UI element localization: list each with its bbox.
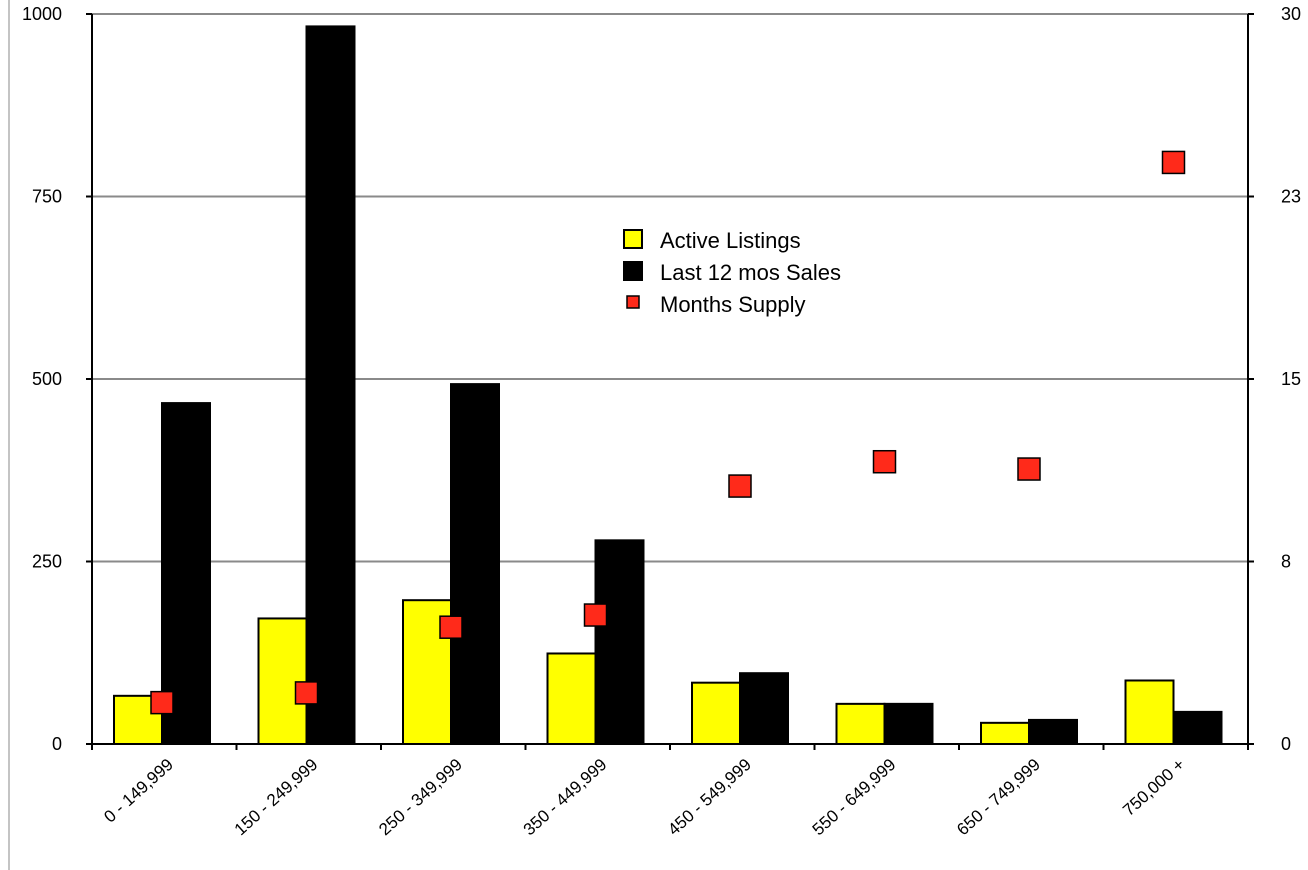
left-tick-label: 500 xyxy=(32,369,62,389)
bar-last-12-mos-sales xyxy=(450,383,500,745)
category-label: 550 - 649,999 xyxy=(809,755,900,839)
bar-active-listings xyxy=(691,681,741,745)
category-label: 250 - 349,999 xyxy=(375,755,466,839)
bar-active-listings xyxy=(835,702,886,745)
bar-active-listings xyxy=(980,721,1030,746)
left-tick-label: 1000 xyxy=(22,4,62,24)
marker-months-supply xyxy=(872,449,897,474)
left-tick-label: 750 xyxy=(32,187,62,207)
category-label: 350 - 449,999 xyxy=(520,755,611,839)
legend: Active Listings Last 12 mos Sales Months… xyxy=(623,228,841,317)
right-tick-label: 15 xyxy=(1281,369,1301,389)
marker-months-supply xyxy=(1161,150,1186,175)
legend-swatch-active-listings xyxy=(623,229,643,249)
bar-last-12-mos-sales xyxy=(305,25,356,746)
bar-last-12-mos-sales xyxy=(1172,710,1223,746)
legend-swatch-last-12-mos-sales xyxy=(623,261,643,281)
marker-months-supply xyxy=(150,690,174,715)
bar-active-listings xyxy=(1124,679,1175,745)
marker-months-supply xyxy=(728,474,752,498)
legend-label-last-12-mos-sales: Last 12 mos Sales xyxy=(660,260,841,285)
legend-label-active-listings: Active Listings xyxy=(660,228,801,253)
bar-last-12-mos-sales xyxy=(739,672,789,745)
right-tick-label: 8 xyxy=(1281,552,1291,572)
left-tick-label: 250 xyxy=(32,552,62,572)
marker-months-supply xyxy=(1017,457,1041,481)
right-tick-label: 30 xyxy=(1281,4,1301,24)
left-tick-label: 0 xyxy=(52,734,62,754)
right-tick-label: 0 xyxy=(1281,734,1291,754)
marker-months-supply xyxy=(294,681,319,705)
bar-last-12-mos-sales xyxy=(594,539,645,746)
category-label: 0 - 149,999 xyxy=(100,755,177,827)
category-label: 750,000 + xyxy=(1119,755,1188,820)
category-label: 450 - 549,999 xyxy=(664,755,755,839)
category-label: 150 - 249,999 xyxy=(231,755,322,839)
bar-active-listings xyxy=(546,652,597,745)
legend-swatch-months-supply xyxy=(626,295,640,309)
bar-last-12-mos-sales xyxy=(1028,718,1078,745)
marker-months-supply xyxy=(583,603,608,627)
right-tick-label: 23 xyxy=(1281,187,1301,207)
gridlines xyxy=(92,13,1248,563)
markers xyxy=(150,150,1186,715)
axes xyxy=(86,13,1254,750)
marker-months-supply xyxy=(439,615,463,639)
legend-label-months-supply: Months Supply xyxy=(660,292,806,317)
category-label: 650 - 749,999 xyxy=(953,755,1044,839)
labels: 0 0 250 8 500 15 750 23 1000 30 0 - 149,999 150 - 2… xyxy=(22,4,1301,839)
bars xyxy=(113,25,1223,746)
bar-last-12-mos-sales xyxy=(883,702,934,745)
